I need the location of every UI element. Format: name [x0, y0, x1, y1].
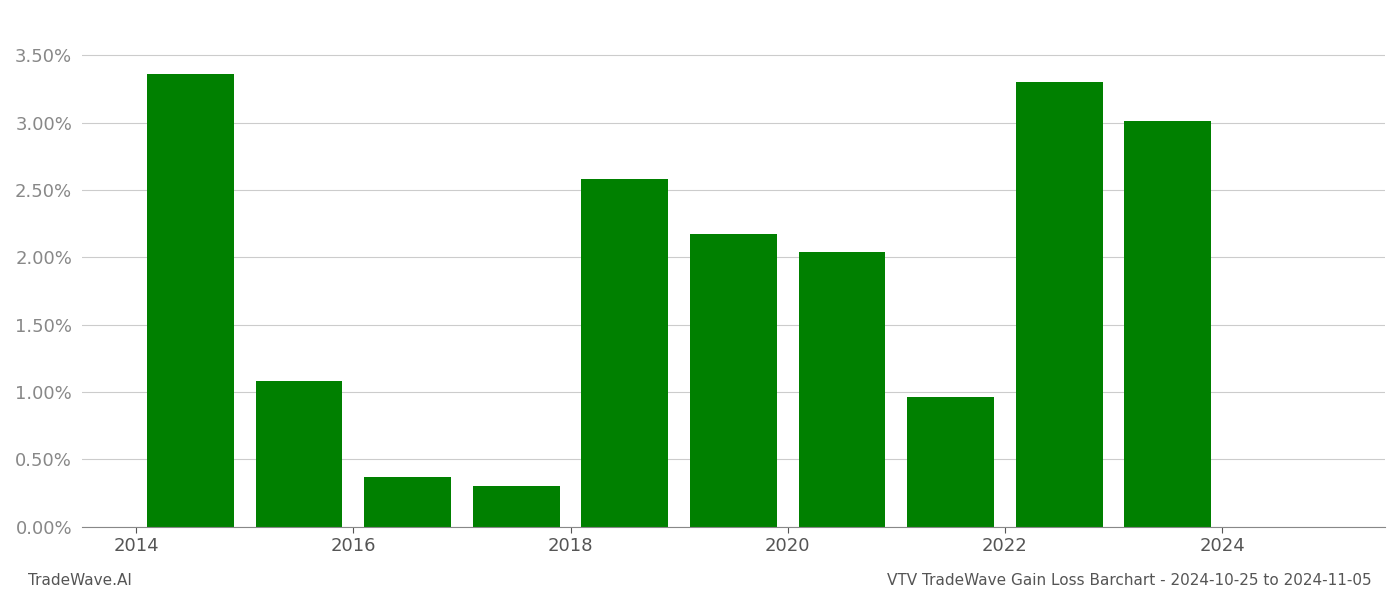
Text: VTV TradeWave Gain Loss Barchart - 2024-10-25 to 2024-11-05: VTV TradeWave Gain Loss Barchart - 2024-… [888, 573, 1372, 588]
Bar [364, 477, 451, 527]
Bar [798, 252, 885, 527]
Bar [256, 381, 343, 527]
Bar [1016, 82, 1103, 527]
Text: TradeWave.AI: TradeWave.AI [28, 573, 132, 588]
Bar [907, 397, 994, 527]
Bar [690, 235, 777, 527]
Bar [581, 179, 668, 527]
Bar [147, 74, 234, 527]
Bar [473, 486, 560, 527]
Bar [1124, 121, 1211, 527]
